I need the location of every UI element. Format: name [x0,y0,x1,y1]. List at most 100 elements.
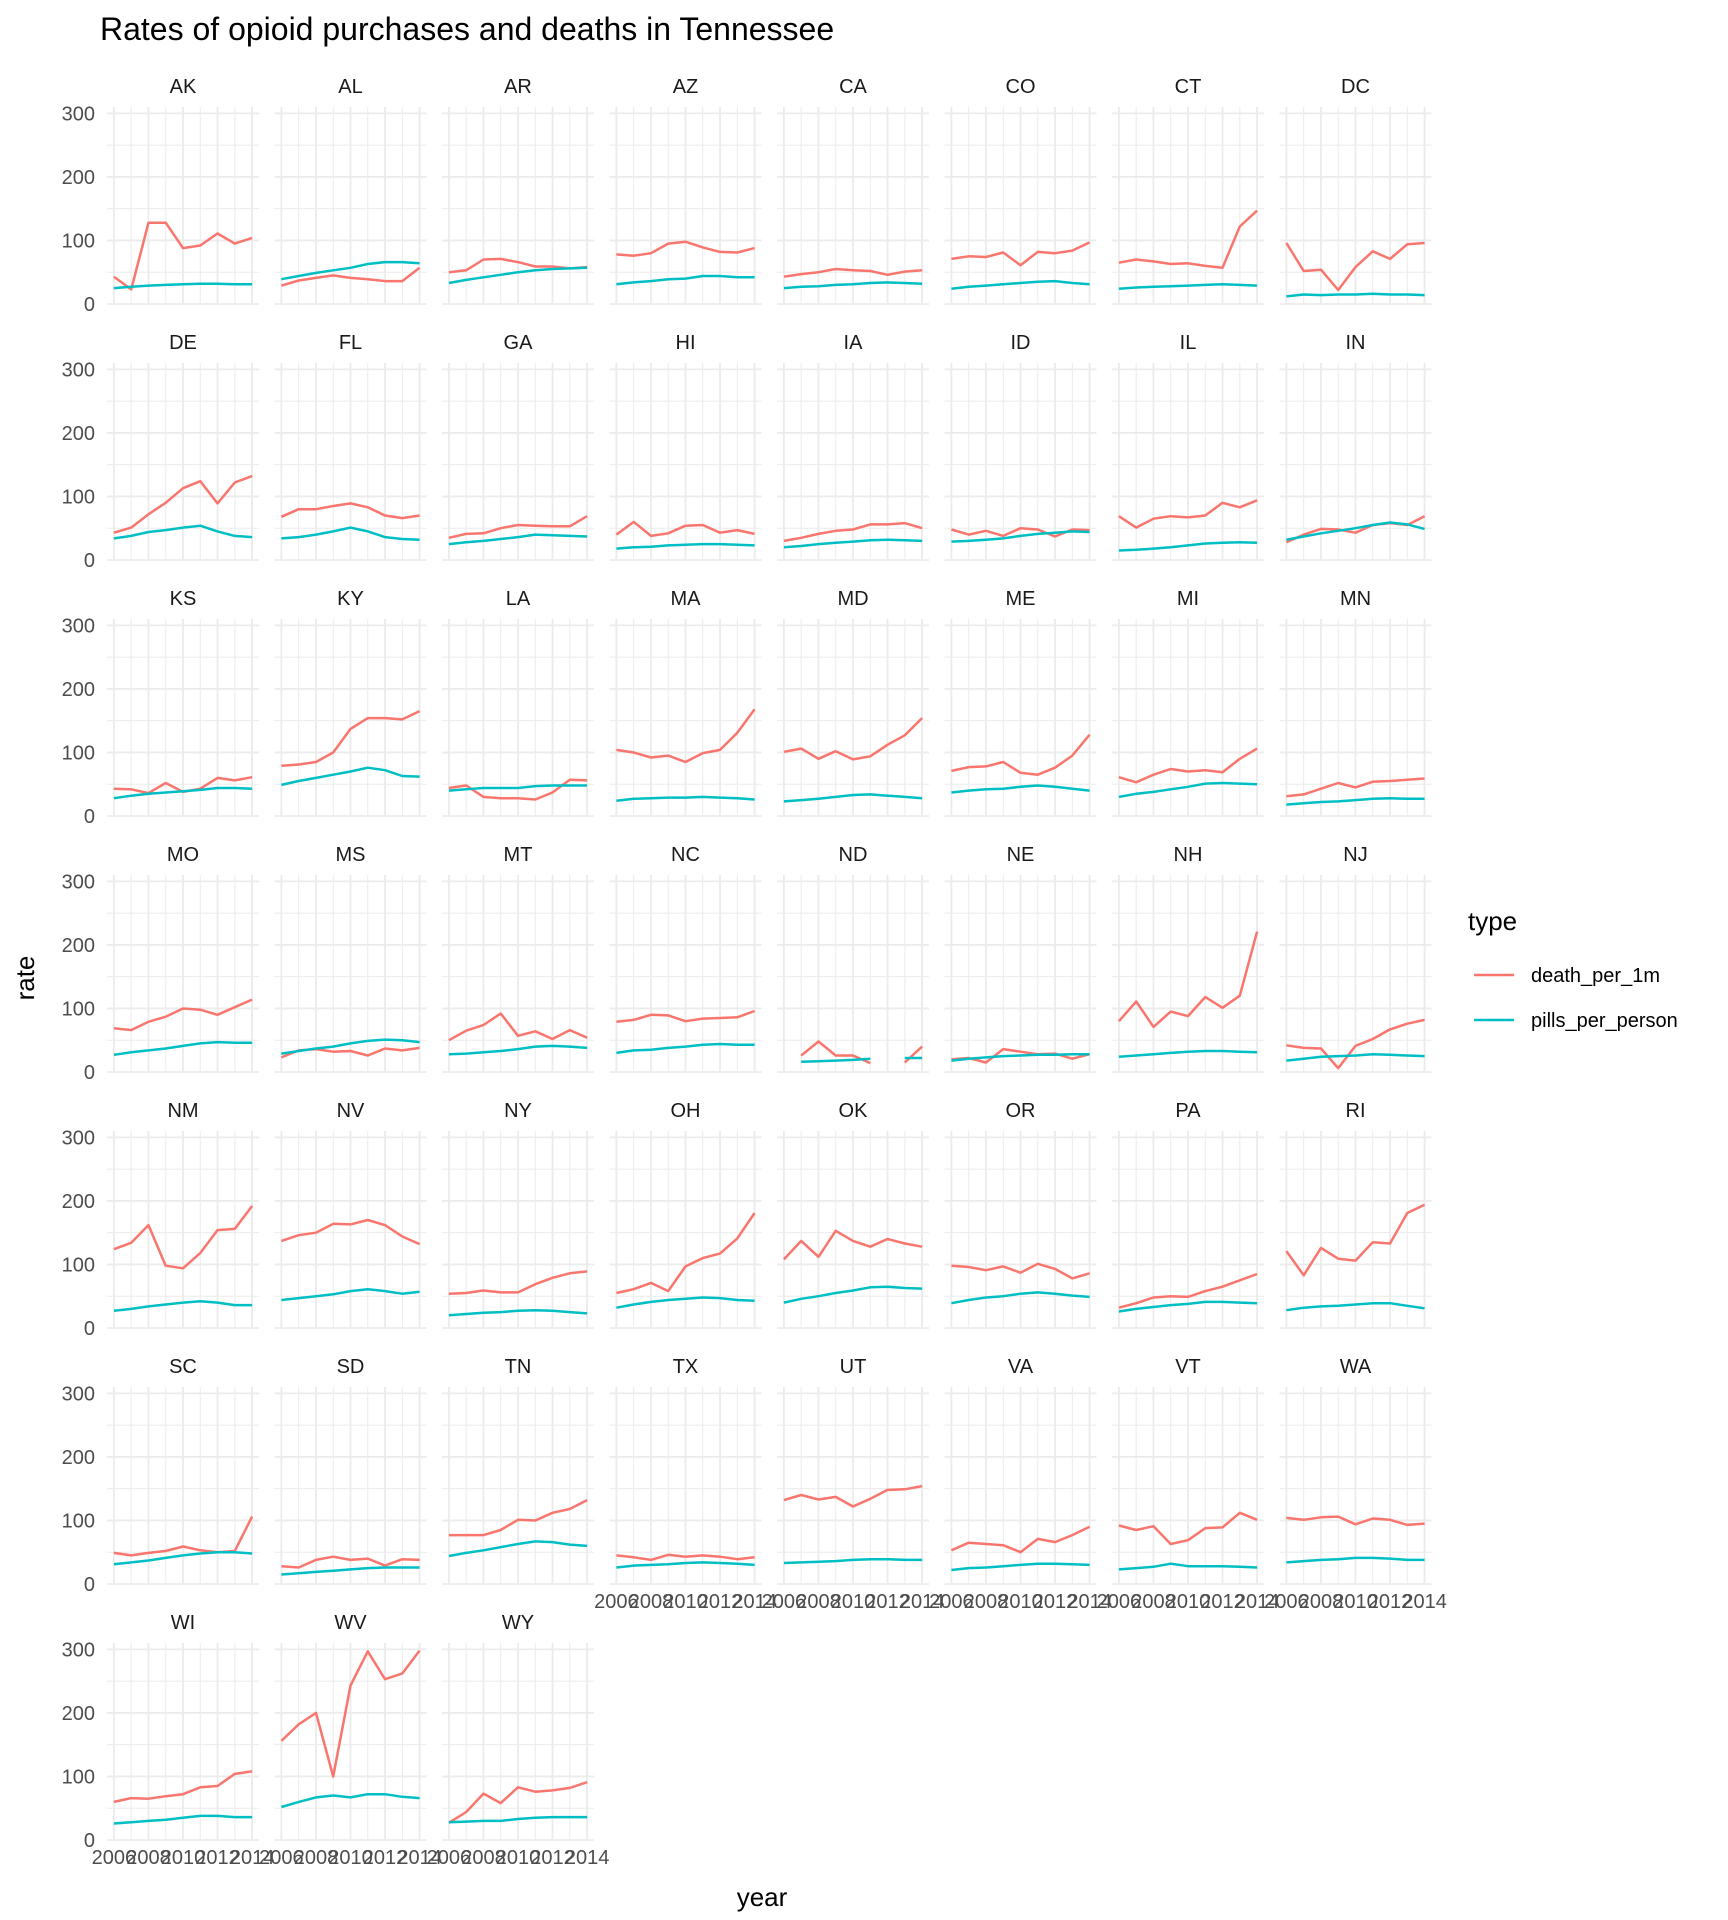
facet-me: ME [944,588,1097,817]
y-tick-label: 200 [62,1191,95,1213]
y-tick-label: 0 [84,1062,95,1084]
facet-label: WA [1340,1356,1372,1378]
facet-gridlines [1279,107,1432,305]
facet-label: WV [334,1612,367,1634]
facet-il: IL [1112,332,1264,561]
y-tick-label: 0 [84,1830,95,1852]
series-pills-line [616,274,755,286]
facet-label: GA [504,332,534,354]
facet-gridlines [442,875,594,1073]
x-tick-label: 2012 [1200,1591,1245,1613]
facet-label: TX [673,1356,699,1378]
facet-label: UT [840,1356,867,1378]
series-death-line [1286,777,1425,798]
facet-ok: OK [777,1100,929,1329]
facet-hi: HI [609,332,762,561]
series-pills-line [616,542,755,550]
facet-label: MA [671,588,702,610]
facet-ma: MA [609,588,762,817]
series-death-line [1285,241,1425,292]
x-tick-label: 2014 [230,1847,275,1869]
series-death-line [448,1781,588,1824]
facet-label: NY [504,1100,532,1122]
x-tick-label: 2008 [126,1847,171,1869]
facet-gridlines [944,1387,1097,1585]
facet-az: AZ [609,76,762,305]
series-pills-line [448,784,588,792]
x-tick-label: 2012 [1033,1591,1078,1613]
series-pills-line [1286,1301,1425,1312]
series-pills-line [113,1040,253,1057]
facet-gridlines [944,107,1097,305]
series-pills-line [281,260,420,281]
facet-gridlines [777,1131,929,1329]
facet-nh: NH [1112,844,1264,1073]
facet-gridlines [107,363,259,561]
series-pills-line [1118,540,1258,552]
facet-gridlines [777,363,929,561]
facet-gridlines [609,1131,762,1329]
series-pills-line [448,1540,588,1558]
x-tick-label: 2014 [1235,1591,1280,1613]
y-tick-label: 300 [62,359,95,381]
facet-gridlines [609,107,762,305]
y-tick-label: 200 [62,423,95,445]
series-death-line [951,241,1091,267]
facet-ga: GA [442,332,594,561]
series-pills-line [951,530,1090,543]
facet-label: WI [171,1612,195,1634]
facet-label: CT [1175,76,1202,98]
facet-label: KY [337,588,364,610]
x-tick-label: 2014 [397,1847,442,1869]
facet-gridlines [609,1387,762,1585]
series-pills-line [1286,521,1425,541]
series-death-line [616,1009,756,1024]
series-pills-line [801,1057,871,1064]
facet-fl: FL [274,332,427,561]
series-death-line [783,521,923,543]
facet-gridlines [107,107,259,305]
series-death-line [1118,747,1258,784]
facet-de: DE 0 100 200 300 [62,332,259,572]
facet-gridlines [107,875,259,1073]
facet-gridlines [107,619,259,817]
series-death-line [281,1555,420,1569]
x-tick-label: 2012 [1368,1591,1413,1613]
facet-label: WY [502,1612,534,1634]
facet-nj: NJ [1279,844,1432,1073]
y-tick-label: 300 [62,615,95,637]
facet-label: NV [337,1100,365,1122]
chart-title: Rates of opioid purchases and deaths in … [100,11,834,47]
y-tick-label: 200 [62,935,95,957]
x-tick-label: 2012 [363,1847,408,1869]
x-tick-label: 2006 [594,1591,639,1613]
y-tick-label: 200 [62,679,95,701]
x-tick-label: 2010 [161,1847,206,1869]
y-tick-label: 200 [62,1447,95,1469]
x-tick-label: 2014 [565,1847,610,1869]
series-death-line [113,1205,254,1270]
y-tick-label: 100 [62,1510,95,1532]
facet-grid: AK 0 100 200 300 AL AR AZ CA CO CT DC DE 0 100 200 300 FL… [62,76,1447,1869]
x-tick-label: 2008 [1299,1591,1344,1613]
facet-pa: PA [1112,1100,1264,1329]
series-pills-line [783,281,923,290]
facet-ks: KS 0 100 200 300 [62,588,259,828]
series-death-line [281,709,421,768]
facet-label: OR [1006,1100,1036,1122]
series-pills-line [448,266,588,285]
series-death-line [951,733,1091,776]
series-death-line [616,1553,755,1562]
facet-ct: CT [1112,76,1264,305]
facet-gridlines [944,875,1097,1073]
facet-label: CO [1006,76,1036,98]
series-pills-line [1118,1562,1258,1571]
facet-co: CO [944,76,1097,305]
y-tick-label: 300 [62,1383,95,1405]
facet-label: SC [169,1356,197,1378]
facet-gridlines [944,363,1097,561]
